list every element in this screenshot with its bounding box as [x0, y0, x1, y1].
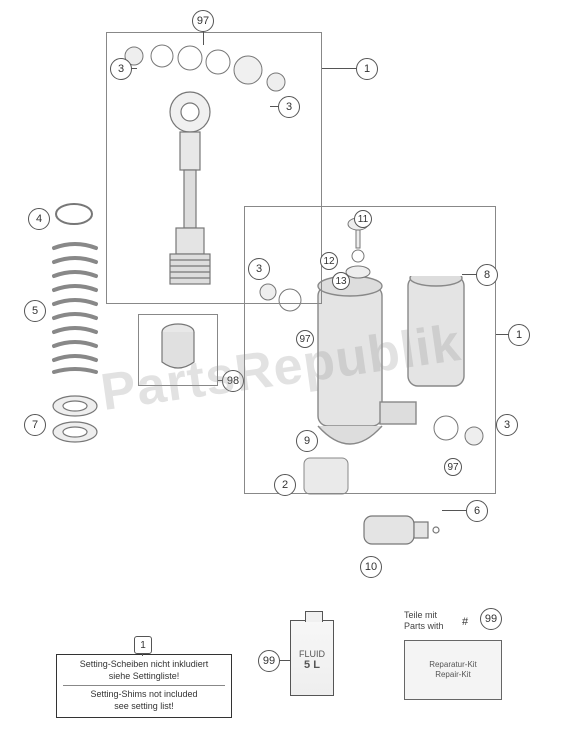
info-line-de1: Setting-Scheiben nicht inkludiert: [63, 659, 225, 671]
callout-3d: 3: [496, 414, 518, 436]
leader: [322, 68, 358, 69]
leader: [279, 660, 291, 661]
callout-3b: 3: [278, 96, 300, 118]
callout-3c: 3: [248, 258, 270, 280]
callout-97b: 97: [296, 330, 314, 348]
diagram-container: PartsRepublik 3 97 3: [0, 0, 562, 736]
callout-98: 98: [222, 370, 244, 392]
callout-97a: 97: [192, 10, 214, 32]
part-repair-kit-box: Reparatur-Kit Repair-Kit: [404, 640, 502, 700]
info-line-en1: Setting-Shims not included: [63, 689, 225, 701]
info-line-en2: see setting list!: [63, 701, 225, 713]
repair-kit-en: Repair-Kit: [429, 670, 477, 680]
part-retaining-ring: [52, 200, 96, 228]
hash-symbol: #: [462, 614, 470, 628]
fluid-label-2: 5 L: [291, 659, 333, 671]
callout-9: 9: [296, 430, 318, 452]
callout-10: 10: [360, 556, 382, 578]
part-valve-cartridge: [360, 506, 440, 554]
callout-1b: 1: [508, 324, 530, 346]
fluid-label-1: FLUID: [291, 649, 333, 659]
info-box-settings: Setting-Scheiben nicht inkludiert siehe …: [56, 654, 232, 718]
callout-13: 13: [332, 272, 350, 290]
part-fluid-canister: FLUID 5 L: [290, 620, 334, 696]
leader: [442, 510, 468, 511]
callout-4: 4: [28, 208, 50, 230]
callout-11: 11: [354, 210, 372, 228]
leader: [203, 31, 204, 45]
callout-5: 5: [24, 300, 46, 322]
callout-12: 12: [320, 252, 338, 270]
parts-with-de: Teile mit: [404, 610, 444, 621]
group-box-main: [244, 206, 496, 494]
info-line-de2: siehe Settingliste!: [63, 671, 225, 683]
callout-8: 8: [476, 264, 498, 286]
repair-kit-de: Reparatur-Kit: [429, 660, 477, 670]
parts-with-label: Teile mit Parts with: [404, 610, 444, 632]
callout-3a: 3: [110, 58, 132, 80]
parts-with-en: Parts with: [404, 621, 444, 632]
group-box-98: [138, 314, 218, 386]
callout-2: 2: [274, 474, 296, 496]
callout-info-1: 1: [134, 636, 152, 654]
callout-99: 99: [258, 650, 280, 672]
part-collar: [48, 394, 102, 448]
callout-99b: 99: [480, 608, 502, 630]
part-spring: [48, 240, 102, 380]
callout-97c: 97: [444, 458, 462, 476]
callout-1a: 1: [356, 58, 378, 80]
callout-6: 6: [466, 500, 488, 522]
callout-7: 7: [24, 414, 46, 436]
